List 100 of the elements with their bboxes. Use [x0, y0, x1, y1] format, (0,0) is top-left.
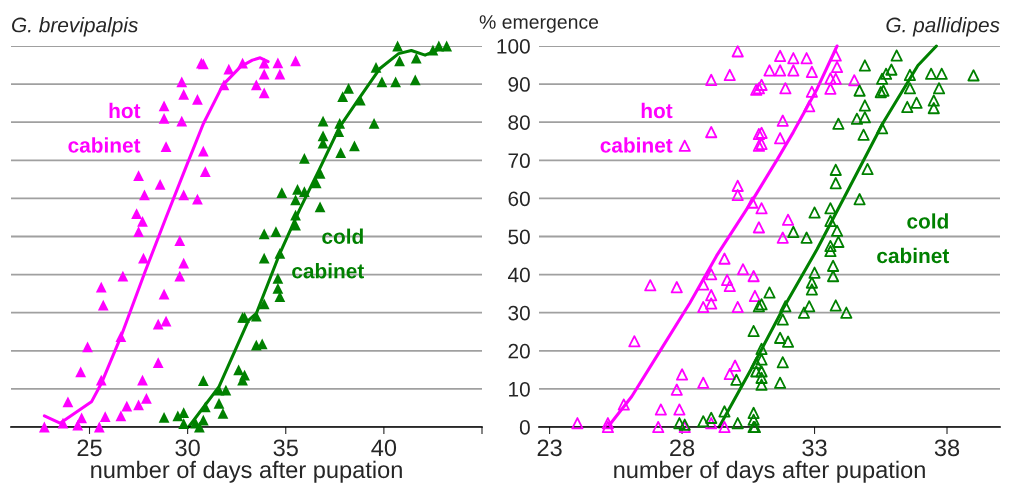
y-tick-label: 80 [508, 115, 530, 130]
point [192, 93, 203, 105]
point [137, 374, 148, 386]
point [250, 310, 262, 322]
point [115, 331, 127, 343]
point [133, 399, 144, 411]
point [299, 186, 310, 197]
point [158, 113, 170, 124]
y-tick-label: 100 [497, 39, 530, 54]
point [62, 396, 74, 408]
point [133, 226, 144, 237]
point [97, 299, 109, 311]
point [220, 384, 232, 396]
point [250, 79, 262, 91]
y-tick-label: 40 [507, 267, 530, 283]
y-tick-label: 70 [508, 153, 530, 169]
point [292, 183, 303, 195]
point [197, 145, 209, 157]
point [178, 418, 190, 429]
point [152, 318, 164, 330]
point [334, 117, 346, 129]
y-tick-label: 30 [508, 305, 530, 321]
point [178, 257, 190, 269]
point [152, 357, 164, 368]
series-label: cold cabinet [877, 213, 950, 264]
point [258, 252, 270, 264]
point [392, 40, 403, 52]
point [199, 166, 211, 178]
point [272, 273, 284, 284]
point [310, 177, 322, 189]
point [272, 282, 284, 294]
series-label: hot cabinet [600, 102, 673, 153]
point [409, 74, 421, 86]
point [258, 298, 270, 310]
point [274, 247, 286, 259]
point [274, 68, 286, 80]
point [290, 194, 301, 206]
point [258, 87, 270, 99]
point [317, 130, 329, 142]
point [72, 419, 84, 431]
point [38, 421, 50, 433]
point [178, 189, 190, 201]
point [138, 252, 149, 264]
x-tick-label: 23 [537, 439, 562, 457]
point [394, 55, 405, 67]
point [137, 215, 148, 227]
point [141, 393, 152, 404]
point [133, 170, 144, 181]
point [192, 193, 203, 205]
point [335, 147, 347, 159]
point [218, 79, 230, 91]
x-axis-title: number of days after pupation [91, 460, 402, 483]
point [276, 187, 288, 199]
point [239, 369, 250, 381]
x-tick-label: 25 [77, 439, 102, 457]
point [197, 414, 209, 426]
point [337, 91, 349, 103]
point [270, 226, 282, 237]
x-tick-label: 30 [175, 439, 200, 457]
point [57, 417, 69, 429]
y-axis-title: % emergence [479, 15, 599, 33]
point [160, 141, 172, 152]
point [158, 100, 170, 112]
chart-title: G. pallidipes [886, 17, 1000, 37]
chart-title: G. brevipalpis [12, 17, 138, 37]
x-tick-label: 40 [371, 439, 397, 457]
y-tick-label: 60 [508, 191, 530, 207]
point [237, 57, 248, 69]
point [290, 55, 301, 67]
y-tick-label: 90 [508, 77, 530, 92]
point [117, 270, 129, 282]
point [314, 201, 326, 213]
point [174, 270, 186, 282]
x-tick-label: 33 [802, 439, 827, 457]
point [174, 235, 186, 247]
point [131, 208, 142, 220]
point [197, 375, 209, 386]
point [178, 89, 190, 100]
point [154, 178, 166, 190]
point [213, 398, 225, 409]
series-label: cold cabinet [292, 228, 364, 279]
point [115, 410, 127, 422]
point [75, 366, 87, 378]
y-tick-label: 50 [508, 229, 530, 245]
x-tick-label: 38 [934, 439, 960, 457]
point [427, 44, 439, 56]
point [370, 61, 382, 73]
point [176, 76, 188, 88]
point [343, 82, 354, 94]
y-tick-label: 10 [509, 381, 530, 397]
point [99, 411, 111, 423]
point [95, 374, 107, 386]
point [390, 76, 402, 88]
point [258, 228, 270, 240]
point [176, 115, 188, 127]
y-tick-label: 20 [508, 343, 530, 359]
point [95, 281, 107, 293]
x-tick-label: 28 [670, 439, 695, 457]
point [93, 421, 105, 433]
x-axis-title: number of days after pupation [614, 460, 925, 483]
